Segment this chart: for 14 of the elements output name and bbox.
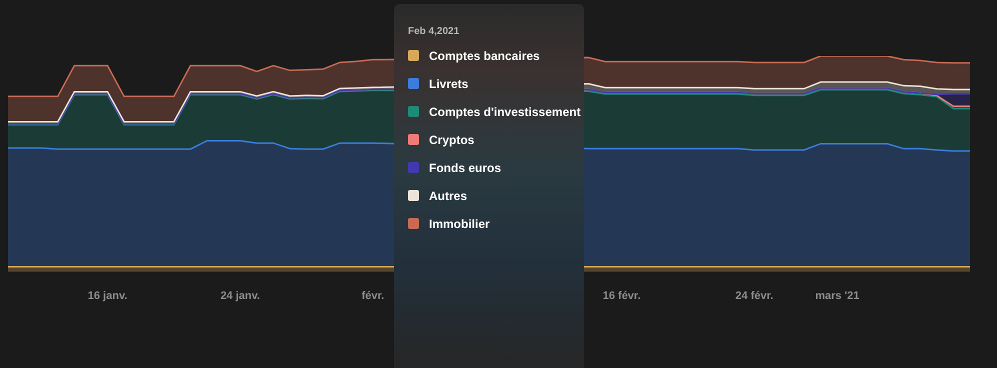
legend-label: Comptes d'investissement [429,105,581,119]
legend-label: Fonds euros [429,161,502,175]
legend-label: Livrets [429,77,468,91]
x-tick-label: févr. [362,290,384,302]
x-tick-label: 24 févr. [735,290,774,302]
legend-label: Immobilier [429,217,490,231]
legend-title: Feb 4,2021 [408,26,460,37]
legend-label: Autres [429,189,468,203]
x-tick-label: 16 janv. [88,290,128,302]
x-tick-label: 16 févr. [602,290,641,302]
x-tick-label: mars '21 [815,290,860,302]
legend-label: Comptes bancaires [429,49,540,63]
legend-label: Cryptos [429,133,474,147]
x-tick-label: 24 janv. [220,290,260,302]
